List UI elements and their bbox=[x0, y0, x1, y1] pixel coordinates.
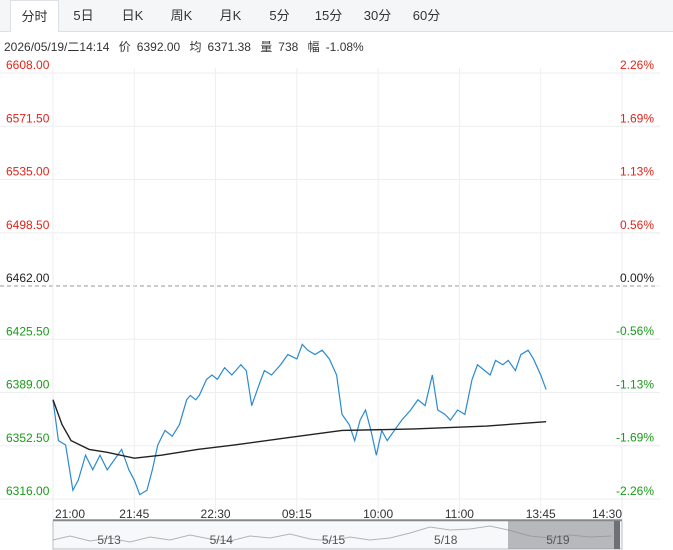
y-tick-label: 6425.50 bbox=[6, 324, 50, 338]
y2-tick-label: 2.26% bbox=[620, 58, 654, 72]
tab[interactable]: 5日 bbox=[73, 8, 94, 23]
y2-tick-label: 1.13% bbox=[620, 165, 654, 179]
tab[interactable]: 60分 bbox=[412, 8, 441, 23]
volume-value: 738 bbox=[278, 40, 299, 54]
y2-tick-label: 1.69% bbox=[620, 112, 654, 126]
average-line bbox=[52, 399, 547, 459]
tab[interactable]: 日K bbox=[121, 8, 144, 23]
price-value: 6392.00 bbox=[136, 40, 181, 54]
y-tick-label: 6608.00 bbox=[6, 58, 50, 72]
y-tick-label: 6389.00 bbox=[6, 378, 50, 392]
price-line bbox=[52, 343, 547, 496]
x-tick-label: 21:45 bbox=[119, 507, 149, 521]
tab[interactable]: 15分 bbox=[314, 8, 343, 23]
y-tick-label: 6571.50 bbox=[6, 111, 50, 125]
y2-tick-label: -0.56% bbox=[616, 324, 654, 338]
navigator-handle[interactable] bbox=[614, 521, 620, 549]
y-tick-label: 6316.00 bbox=[6, 484, 50, 498]
y-tick-label: 6535.00 bbox=[6, 165, 50, 179]
quote-info: 2026/05/19/二14:14 价 6392.00 均 6371.38 量 738… bbox=[4, 38, 370, 55]
x-tick-label: 14:30 bbox=[592, 507, 622, 521]
y2-tick-label: -1.69% bbox=[616, 430, 654, 444]
tab[interactable]: 月K bbox=[219, 8, 242, 23]
tab-bar: 分时 5日 日K 周K 月K 5分 15分 30分 60分 bbox=[0, 0, 673, 32]
y2-tick-label: 0.56% bbox=[620, 218, 654, 232]
grid bbox=[0, 68, 660, 520]
x-tick-label: 09:15 bbox=[282, 507, 312, 521]
navigator-label: 5/19 bbox=[546, 533, 570, 547]
y-tick-label: 6498.50 bbox=[6, 218, 50, 232]
x-tick-label: 13:45 bbox=[526, 507, 556, 521]
navigator-label: 5/18 bbox=[434, 533, 458, 547]
y-tick-label: 6352.50 bbox=[6, 431, 50, 445]
x-tick-label: 10:00 bbox=[363, 507, 393, 521]
tab[interactable]: 分时 bbox=[10, 0, 59, 32]
tab[interactable]: 周K bbox=[170, 8, 193, 23]
y2-tick-label: -2.26% bbox=[616, 484, 654, 498]
volume-label: 量 bbox=[260, 40, 273, 54]
x-tick-label: 11:00 bbox=[445, 507, 474, 521]
tab[interactable]: 5分 bbox=[269, 8, 290, 23]
navigator-label: 5/14 bbox=[210, 533, 234, 547]
y2-tick-label: 0.00% bbox=[620, 271, 654, 285]
navigator-window[interactable] bbox=[508, 521, 614, 549]
navigator-label: 5/13 bbox=[97, 533, 121, 547]
avg-label: 均 bbox=[189, 40, 202, 54]
y-tick-label: 6462.00 bbox=[6, 271, 50, 285]
avg-value: 6371.38 bbox=[207, 40, 251, 54]
change-label: 幅 bbox=[307, 40, 320, 54]
timestamp: 2026/05/19/二14:14 bbox=[4, 40, 110, 54]
y2-tick-label: -1.13% bbox=[616, 378, 654, 392]
tab[interactable]: 30分 bbox=[363, 8, 392, 23]
change-value: -1.08% bbox=[325, 40, 364, 54]
price-label: 价 bbox=[118, 40, 131, 54]
plot: 6316.00 6352.50 6389.00 6425.50 6462.00 6498.… bbox=[0, 58, 660, 521]
x-tick-label: 22:30 bbox=[201, 507, 231, 521]
navigator-label: 5/15 bbox=[322, 533, 346, 547]
x-tick-label: 21:00 bbox=[55, 507, 85, 521]
